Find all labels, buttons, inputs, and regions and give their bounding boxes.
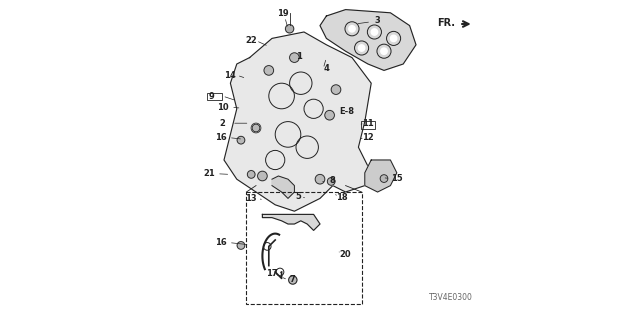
Text: 20: 20: [339, 250, 351, 259]
Circle shape: [257, 171, 268, 181]
Text: T3V4E0300: T3V4E0300: [429, 293, 473, 302]
Text: 21: 21: [204, 169, 216, 178]
Text: 22: 22: [245, 36, 257, 45]
Bar: [246, 192, 362, 304]
Circle shape: [251, 123, 261, 133]
Circle shape: [237, 242, 245, 249]
Text: 19: 19: [277, 9, 289, 18]
Polygon shape: [224, 32, 371, 211]
Text: 8: 8: [330, 176, 335, 185]
Circle shape: [264, 66, 274, 75]
Text: 7: 7: [290, 276, 296, 284]
Circle shape: [381, 48, 387, 54]
Bar: [207, 93, 222, 100]
Text: 11: 11: [362, 119, 374, 128]
Circle shape: [252, 124, 260, 132]
Polygon shape: [262, 214, 320, 230]
Circle shape: [328, 178, 335, 185]
Text: 16: 16: [215, 133, 227, 142]
Circle shape: [358, 45, 365, 51]
Circle shape: [289, 53, 300, 62]
Text: 5: 5: [295, 192, 301, 201]
Text: 16: 16: [215, 238, 227, 247]
Text: 3: 3: [375, 16, 380, 25]
Circle shape: [324, 110, 335, 120]
Text: 17: 17: [266, 269, 278, 278]
Text: 12: 12: [362, 133, 374, 142]
Circle shape: [380, 175, 388, 182]
Text: 2: 2: [220, 119, 225, 128]
Text: 1: 1: [296, 52, 302, 60]
Text: 10: 10: [216, 103, 228, 112]
Circle shape: [289, 276, 297, 284]
Circle shape: [349, 26, 355, 32]
Polygon shape: [320, 10, 416, 70]
Circle shape: [285, 25, 294, 33]
Text: E-8: E-8: [340, 107, 355, 116]
Circle shape: [390, 35, 397, 42]
Text: FR.: FR.: [437, 18, 456, 28]
Text: 9: 9: [209, 92, 214, 100]
Circle shape: [237, 136, 245, 144]
Text: 18: 18: [336, 193, 348, 202]
Circle shape: [315, 174, 325, 184]
Polygon shape: [365, 160, 397, 192]
Text: 4: 4: [323, 64, 330, 73]
Bar: [361, 121, 375, 129]
Text: 13: 13: [244, 194, 257, 203]
Circle shape: [332, 85, 341, 94]
Polygon shape: [272, 176, 294, 198]
Circle shape: [247, 171, 255, 178]
Text: 15: 15: [391, 174, 403, 183]
Circle shape: [371, 29, 378, 35]
Text: 14: 14: [224, 71, 236, 80]
